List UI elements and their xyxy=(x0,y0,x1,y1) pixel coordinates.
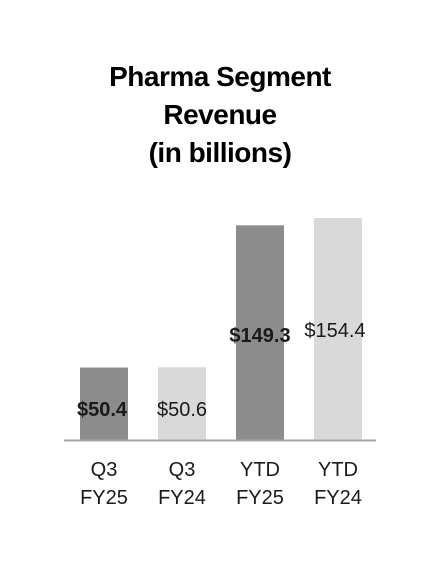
x-tick-label-1-line-1: Q3 xyxy=(169,459,196,481)
data-label-2: $149.3 xyxy=(229,325,290,347)
x-tick-label-3-line-2: FY24 xyxy=(314,487,362,509)
bar-2 xyxy=(236,225,284,440)
chart-title: Pharma Segment Revenue (in billions) xyxy=(0,58,440,172)
chart-title-line-2: Revenue xyxy=(163,99,277,130)
chart-title-line-1: Pharma Segment xyxy=(109,61,331,92)
data-label-0: $50.4 xyxy=(77,399,128,421)
bar-0 xyxy=(80,367,128,440)
bar-3 xyxy=(314,218,362,440)
x-tick-label-3-line-1: YTD xyxy=(318,459,358,481)
data-label-3: $154.4 xyxy=(304,320,365,342)
x-tick-label-0-line-1: Q3 xyxy=(91,459,118,481)
chart-title-line-3: (in billions) xyxy=(148,137,292,168)
data-label-1: $50.6 xyxy=(157,399,207,421)
x-tick-label-1-line-2: FY24 xyxy=(158,487,206,509)
bar-1 xyxy=(158,367,206,440)
x-tick-label-2-line-1: YTD xyxy=(240,459,280,481)
x-tick-label-0-line-2: FY25 xyxy=(80,487,128,509)
x-tick-label-2-line-2: FY25 xyxy=(236,487,284,509)
